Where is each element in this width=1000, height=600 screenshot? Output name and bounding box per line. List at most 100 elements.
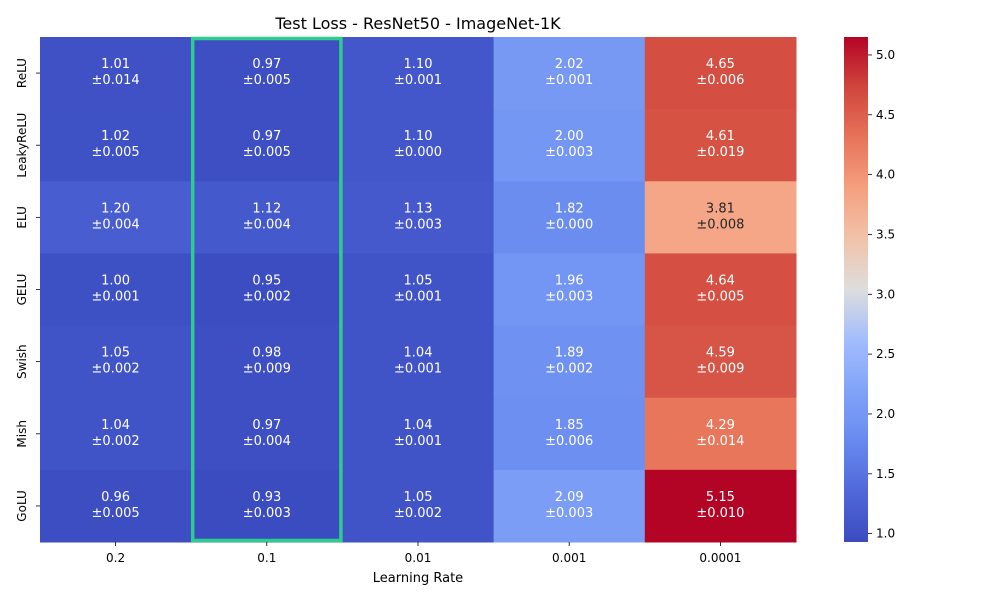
cell-value-label: 4.59 (706, 346, 735, 361)
cell-error-label: ±0.009 (243, 362, 291, 377)
heatmap-cell (493, 37, 646, 110)
cell-error-label: ±0.001 (394, 73, 442, 88)
colorbar-tick-label: 4.0 (876, 168, 895, 182)
colorbar-tick-label: 2.0 (876, 407, 895, 421)
cell-value-label: 1.13 (404, 201, 433, 216)
heatmap-cell (493, 325, 646, 399)
x-axis-title: Learning Rate (373, 571, 463, 586)
cell-value-label: 4.61 (706, 129, 735, 144)
heatmap-cell (191, 181, 343, 254)
colorbar-tick-label: 2.5 (876, 347, 895, 361)
cell-value-label: 1.05 (101, 346, 130, 361)
cell-value-label: 2.02 (555, 57, 584, 72)
cell-error-label: ±0.002 (545, 362, 593, 377)
cell-error-label: ±0.014 (696, 434, 744, 449)
cell-error-label: ±0.005 (243, 73, 291, 88)
heatmap-cell (342, 397, 495, 471)
cell-error-label: ±0.004 (92, 217, 140, 232)
x-tick-label: 0.1 (257, 551, 276, 565)
cell-error-label: ±0.005 (92, 506, 140, 521)
cell-value-label: 1.89 (555, 346, 584, 361)
highlight-layer (190, 36, 343, 543)
cell-value-label: 4.29 (706, 418, 735, 433)
cell-error-label: ±0.014 (92, 73, 140, 88)
heatmap-cell (342, 109, 495, 182)
heatmap-cell (40, 181, 192, 254)
cell-value-label: 1.12 (252, 201, 281, 216)
heatmap-cell (40, 37, 192, 110)
cell-error-label: ±0.003 (545, 506, 593, 521)
heatmap-cell (644, 181, 797, 254)
cell-error-label: ±0.006 (696, 73, 744, 88)
cell-value-label: 3.81 (706, 201, 735, 216)
cell-value-label: 0.93 (252, 490, 281, 505)
cell-value-label: 1.04 (404, 418, 433, 433)
chart-title: Test Loss - ResNet50 - ImageNet-1K (274, 14, 561, 33)
heatmap-cell (191, 109, 343, 182)
cell-value-label: 1.20 (101, 201, 130, 216)
heatmap-cell (342, 181, 495, 254)
cell-error-label: ±0.001 (394, 434, 442, 449)
y-axis-ticks: ReLU LeakyReLU ELU GELU Swish Mish GoLU (15, 58, 40, 522)
cell-value-label: 1.04 (404, 346, 433, 361)
heatmap-cell (644, 397, 797, 471)
heatmap-cell (644, 109, 797, 182)
heatmap-cell (40, 109, 192, 182)
heatmap-cell (644, 325, 797, 399)
cell-value-label: 1.96 (555, 274, 584, 289)
colorbar-tick-label: 3.5 (876, 227, 895, 241)
cell-value-label: 1.10 (404, 129, 433, 144)
cell-error-label: ±0.005 (243, 145, 291, 160)
cell-error-label: ±0.002 (243, 290, 291, 305)
heatmap-cell (40, 397, 192, 471)
heatmap-cell (644, 37, 797, 110)
cell-error-label: ±0.000 (394, 145, 442, 160)
cell-error-label: ±0.009 (696, 362, 744, 377)
heatmap-cell (493, 181, 646, 254)
colorbar-gradient (844, 37, 868, 542)
y-tick-label: GELU (15, 274, 29, 306)
cell-value-label: 4.65 (706, 57, 735, 72)
cell-value-label: 1.01 (101, 57, 130, 72)
highlight-column-box (190, 36, 343, 543)
cell-error-label: ±0.010 (696, 506, 744, 521)
heatmap-cell (342, 37, 495, 110)
cell-value-label: 2.09 (555, 490, 584, 505)
cell-value-label: 0.97 (252, 57, 281, 72)
cell-error-label: ±0.001 (394, 362, 442, 377)
cell-error-label: ±0.001 (394, 290, 442, 305)
cell-value-label: 0.97 (252, 418, 281, 433)
cell-value-label: 1.04 (101, 418, 130, 433)
cell-value-label: 5.15 (706, 490, 735, 505)
cell-value-label: 1.82 (555, 201, 584, 216)
heatmap-cell (493, 109, 646, 182)
cell-value-label: 0.96 (101, 490, 130, 505)
cell-error-label: ±0.003 (545, 290, 593, 305)
cell-error-label: ±0.003 (243, 506, 291, 521)
cell-error-label: ±0.003 (394, 217, 442, 232)
cell-value-label: 1.05 (404, 490, 433, 505)
cell-error-label: ±0.005 (92, 145, 140, 160)
x-axis-ticks: 0.2 0.1 0.01 0.001 0.0001 (106, 542, 741, 565)
colorbar: 1.0 1.5 2.0 2.5 3.0 3.5 4.0 4.5 5.0 (844, 37, 895, 542)
x-tick-label: 0.001 (552, 551, 586, 565)
cell-error-label: ±0.006 (545, 434, 593, 449)
x-tick-label: 0.01 (405, 551, 432, 565)
heatmap-cell (342, 325, 495, 399)
colorbar-tick-label: 1.0 (876, 527, 895, 541)
cell-error-label: ±0.001 (92, 290, 140, 305)
heatmap-cell (191, 37, 343, 110)
cell-error-label: ±0.004 (243, 217, 291, 232)
heatmap-cell (342, 253, 495, 327)
cell-value-label: 0.98 (252, 346, 281, 361)
colorbar-tick-label: 4.5 (876, 108, 895, 122)
cell-value-label: 1.05 (404, 274, 433, 289)
cell-error-label: ±0.002 (394, 506, 442, 521)
heatmap-cells: 1.01±0.0140.97±0.0051.10±0.0012.02±0.001… (40, 37, 797, 543)
y-tick-label: ReLU (15, 58, 29, 88)
heatmap-cell (191, 325, 343, 399)
heatmap-cell (40, 469, 192, 543)
cell-error-label: ±0.004 (243, 434, 291, 449)
cell-error-label: ±0.002 (92, 434, 140, 449)
